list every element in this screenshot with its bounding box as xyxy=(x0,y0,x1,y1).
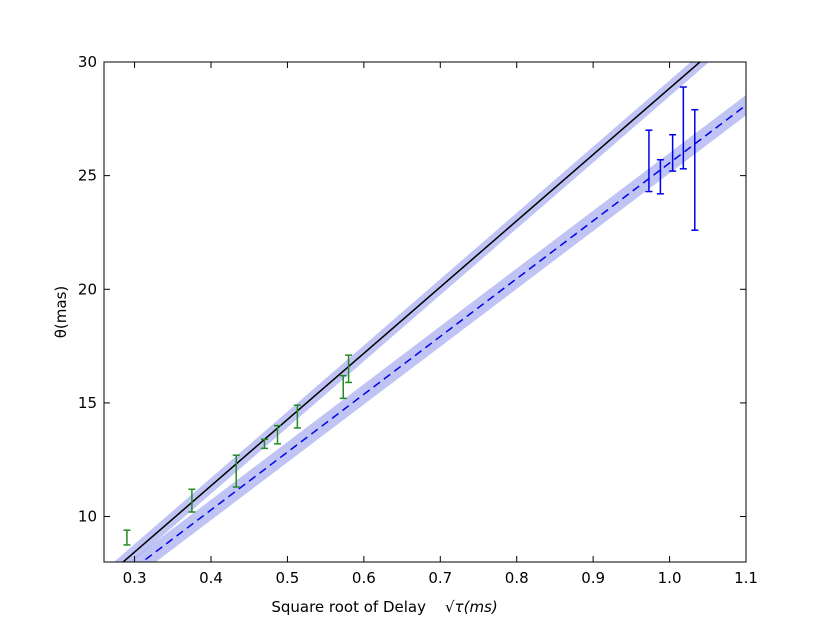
y-axis-ticks: 10 15 20 25 30 xyxy=(78,53,746,526)
x-tick-label: 0.5 xyxy=(275,569,299,587)
fit-lines xyxy=(121,62,746,562)
x-tick-label: 0.3 xyxy=(123,569,147,587)
x-tick-label: 1.1 xyxy=(734,569,758,587)
y-axis-label: θ(mas) xyxy=(52,286,70,339)
plot-frame xyxy=(103,61,747,563)
x-axis-label: Square root of Delay xyxy=(271,598,426,616)
x-tick-label: 1.0 xyxy=(658,569,682,587)
y-tick-label: 30 xyxy=(78,53,97,71)
x-tick-label: 0.6 xyxy=(352,569,376,587)
y-tick-label: 15 xyxy=(78,394,97,412)
x-axis-label-math: √τ(ms) xyxy=(445,598,498,616)
error-bars xyxy=(123,86,699,546)
x-tick-label: 0.7 xyxy=(428,569,452,587)
fit-line-2 xyxy=(140,104,746,562)
y-tick-label: 20 xyxy=(78,280,97,298)
y-tick-label: 10 xyxy=(78,508,97,526)
y-tick-label: 25 xyxy=(78,167,97,185)
x-axis-ticks: 0.3 0.4 0.5 0.6 0.7 0.8 0.9 1.0 1.1 xyxy=(123,62,758,587)
confidence-bands xyxy=(113,62,746,562)
x-tick-label: 0.9 xyxy=(581,569,605,587)
x-tick-label: 0.4 xyxy=(199,569,223,587)
fit-line-1 xyxy=(121,62,702,562)
confidence-band-2 xyxy=(128,95,746,562)
x-tick-label: 0.8 xyxy=(505,569,529,587)
